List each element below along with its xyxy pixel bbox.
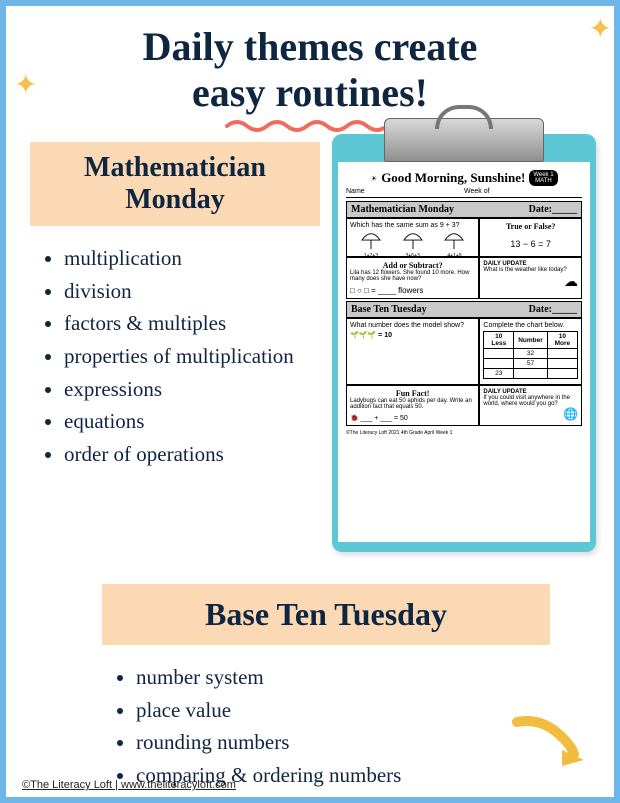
section1-bullets: multiplication division factors & multip… [30, 242, 320, 470]
date-label: Date:_____ [529, 304, 577, 315]
umbrella-icon: 3+6+3 [402, 231, 424, 251]
meta-name: Name [346, 188, 464, 195]
chart-table: 10 LessNumber10 More 32 57 23 [483, 331, 578, 379]
page-title: Daily themes create easy routines! [30, 24, 590, 116]
sun-icon: ☀ [370, 174, 377, 183]
page-footer: ©The Literacy Loft | www.theliteracyloft… [22, 779, 236, 791]
worksheet-title: Good Morning, Sunshine! [381, 170, 525, 186]
add-sub-label: Add or Subtract? [350, 261, 475, 270]
list-item: place value [136, 694, 550, 727]
tf-eq: 13 − 6 = 7 [483, 239, 578, 249]
meta-week: Week of [464, 188, 582, 195]
sparkle-icon: ✦ [589, 12, 612, 46]
daily-q: If you could visit anywhere in the world… [483, 395, 578, 407]
list-item: order of operations [64, 438, 320, 471]
model-q: What number does the model show? [350, 322, 475, 329]
chart-label: Complete the chart below. [483, 322, 578, 329]
add-sub-text: Lila has 12 flowers. She found 10 more. … [350, 270, 475, 282]
list-item: properties of multiplication [64, 340, 320, 373]
ws-hdr2: Base Ten Tuesday [351, 304, 427, 315]
list-item: number system [136, 661, 550, 694]
funfact-label: Fun Fact! [350, 389, 475, 398]
date-label: Date:_____ [529, 204, 577, 215]
q-same-sum: Which has the same sum as 9 + 3? [350, 222, 475, 229]
section1-heading-l2: Monday [125, 184, 225, 215]
clipboard: ☀ Good Morning, Sunshine! Week 1 MATH Na… [332, 142, 590, 562]
title-line1: Daily themes create [143, 24, 478, 69]
clipboard-clip-icon [384, 118, 544, 162]
week-badge: Week 1 MATH [529, 170, 557, 186]
plant-icon: 🌱🌱🌱 [350, 331, 376, 339]
cloud-icon: ☁ [483, 273, 578, 290]
section1-heading-l1: Mathematician [84, 152, 266, 183]
ws-hdr1: Mathematician Monday [351, 204, 454, 215]
section1-badge: Mathematician Monday [30, 142, 320, 226]
ws-footer: ©The Literacy Loft 2021 4th Grade April … [346, 430, 582, 436]
list-item: multiplication [64, 242, 320, 275]
list-item: equations [64, 405, 320, 438]
squiggle-underline [225, 118, 395, 132]
arrow-icon [512, 712, 592, 767]
title-line2: easy routines! [192, 70, 428, 115]
section2-bullets: number system place value rounding numbe… [102, 661, 550, 791]
umbrella-icon: 4+1+9 [443, 231, 465, 251]
tf-label: True or False? [483, 222, 578, 231]
funfact-text: Ladybugs can eat 50 aphids per day. Writ… [350, 398, 475, 410]
section2-badge: Base Ten Tuesday [102, 584, 550, 645]
list-item: expressions [64, 373, 320, 406]
globe-icon: 🌐 [483, 407, 578, 421]
list-item: division [64, 275, 320, 308]
list-item: rounding numbers [136, 726, 550, 759]
worksheet: ☀ Good Morning, Sunshine! Week 1 MATH Na… [338, 162, 590, 542]
umbrella-icon: 1+7+3 [360, 231, 382, 251]
list-item: factors & multiples [64, 307, 320, 340]
